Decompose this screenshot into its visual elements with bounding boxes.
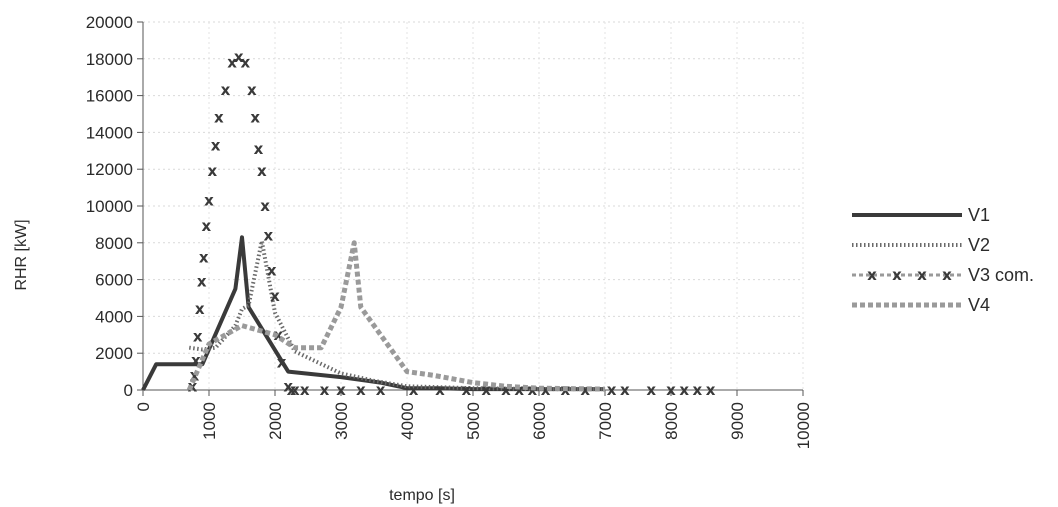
series-v3-com-point: x — [260, 197, 270, 215]
y-tick-label: 4000 — [95, 307, 133, 326]
legend-item-v2: V2 — [852, 235, 990, 255]
legend-label-v3-com: V3 com. — [968, 265, 1034, 285]
series-v3-com-point: x — [541, 381, 551, 399]
x-tick-label: 10000 — [794, 402, 813, 449]
x-tick-label: 0 — [134, 402, 153, 411]
y-tick-label: 14000 — [86, 123, 133, 142]
series-v3-com-point: x — [247, 81, 257, 99]
y-axis-title: RHR [kW] — [13, 219, 30, 290]
series-v3-com-point: x — [195, 300, 205, 318]
legend-label-v1: V1 — [968, 205, 990, 225]
series-v3-com-point: x — [462, 381, 472, 399]
series-v3-com-point: x — [277, 353, 287, 371]
series-v3-com-point: x — [435, 381, 445, 399]
series-v3-com-point: x — [202, 217, 212, 235]
x-tick-label: 3000 — [332, 402, 351, 440]
series-v4-line — [186, 240, 606, 392]
y-tick-label: 0 — [124, 381, 133, 400]
x-tick-label: 2000 — [266, 402, 285, 440]
x-tick-label: 7000 — [596, 402, 615, 440]
series-v3-com-point: x — [501, 381, 511, 399]
legend-item-v3-com: x x x x V3 com. — [852, 265, 1034, 285]
legend-item-v1: V1 — [852, 205, 990, 225]
series-v3-com-point: x — [214, 109, 224, 127]
series-v3-com-point: x — [620, 381, 630, 399]
series-v3-com-point: x — [193, 328, 203, 346]
legend-marker-v3-com: x — [867, 266, 877, 284]
series-v3-com-point: x — [283, 377, 293, 395]
series-v3-com-point: x — [320, 381, 330, 399]
series-v3-com-point: x — [191, 352, 201, 370]
y-tick-label: 8000 — [95, 234, 133, 253]
legend-item-v4: V4 — [852, 295, 990, 315]
y-tick-label: 18000 — [86, 50, 133, 69]
y-tick-label: 6000 — [95, 271, 133, 290]
x-axis-title: tempo [s] — [389, 487, 455, 504]
series-v3-com-point: x — [580, 381, 590, 399]
legend-label-v2: V2 — [968, 235, 990, 255]
series-v3-com-point: x — [190, 366, 200, 384]
series-v3-com-point: x — [607, 381, 617, 399]
legend-marker-v3-com: x — [917, 266, 927, 284]
series-v3-com-point: x — [227, 53, 237, 71]
series-v3-com-point: x — [257, 162, 267, 180]
series-v3-com-point: x — [706, 381, 716, 399]
series-v3-com-point: x — [204, 191, 214, 209]
series-v3-com-point: x — [376, 381, 386, 399]
series-v3-com-point: x — [514, 381, 524, 399]
series-v3-com-point: x — [666, 381, 676, 399]
x-tick-label: 9000 — [728, 402, 747, 440]
series-v3-com-point: x — [290, 381, 300, 399]
y-tick-label: 2000 — [95, 344, 133, 363]
series-v3-com-point: x — [207, 162, 217, 180]
legend-marker-v3-com: x — [942, 266, 952, 284]
series-v3-com-point: x — [287, 381, 297, 399]
series-v3-com-point: x — [693, 381, 703, 399]
y-tick-label: 12000 — [86, 160, 133, 179]
series-v3-com-point: x — [267, 261, 277, 279]
series-v2-line — [188, 239, 605, 392]
y-tick-label: 16000 — [86, 87, 133, 106]
series-v3-com-point: x — [264, 226, 274, 244]
series-v3-com-point: x — [197, 272, 207, 290]
series-v3-com-point: x — [336, 381, 346, 399]
x-tick-label: 8000 — [662, 402, 681, 440]
x-tick-label: 4000 — [398, 402, 417, 440]
series-v3-com-point: x — [646, 381, 656, 399]
y-tick-label: 10000 — [86, 197, 133, 216]
series-v3-com-point: x — [211, 136, 221, 154]
x-tick-label: 5000 — [464, 402, 483, 440]
y-tick-label: 20000 — [86, 13, 133, 32]
series-v3-com-point: x — [679, 381, 689, 399]
series-v3-com-point: x — [270, 287, 280, 305]
gridlines — [142, 21, 804, 391]
x-tick-label: 1000 — [200, 402, 219, 440]
series-v3-com-point: x — [221, 81, 231, 99]
axes — [137, 21, 804, 396]
series-v3-com-point: x — [300, 381, 310, 399]
series-v3-com-point: x — [199, 249, 209, 267]
tick-labels: 0200040006000800010000120001400016000180… — [86, 13, 813, 449]
series-v3-com-point: x — [234, 48, 244, 66]
series-v3-com-point: x — [273, 326, 283, 344]
series-v3-com-point: x — [409, 381, 419, 399]
series-v3-com-point: x — [250, 109, 260, 127]
series-v3-com-point: x — [356, 381, 366, 399]
x-tick-label: 6000 — [530, 402, 549, 440]
series-v3-com-point: x — [240, 53, 250, 71]
series-v3-com-point: x — [481, 381, 491, 399]
series-v1-line — [141, 235, 605, 392]
series-v3-com-point: x — [254, 140, 264, 158]
legend-label-v4: V4 — [968, 295, 990, 315]
legend-marker-v3-com: x — [892, 266, 902, 284]
